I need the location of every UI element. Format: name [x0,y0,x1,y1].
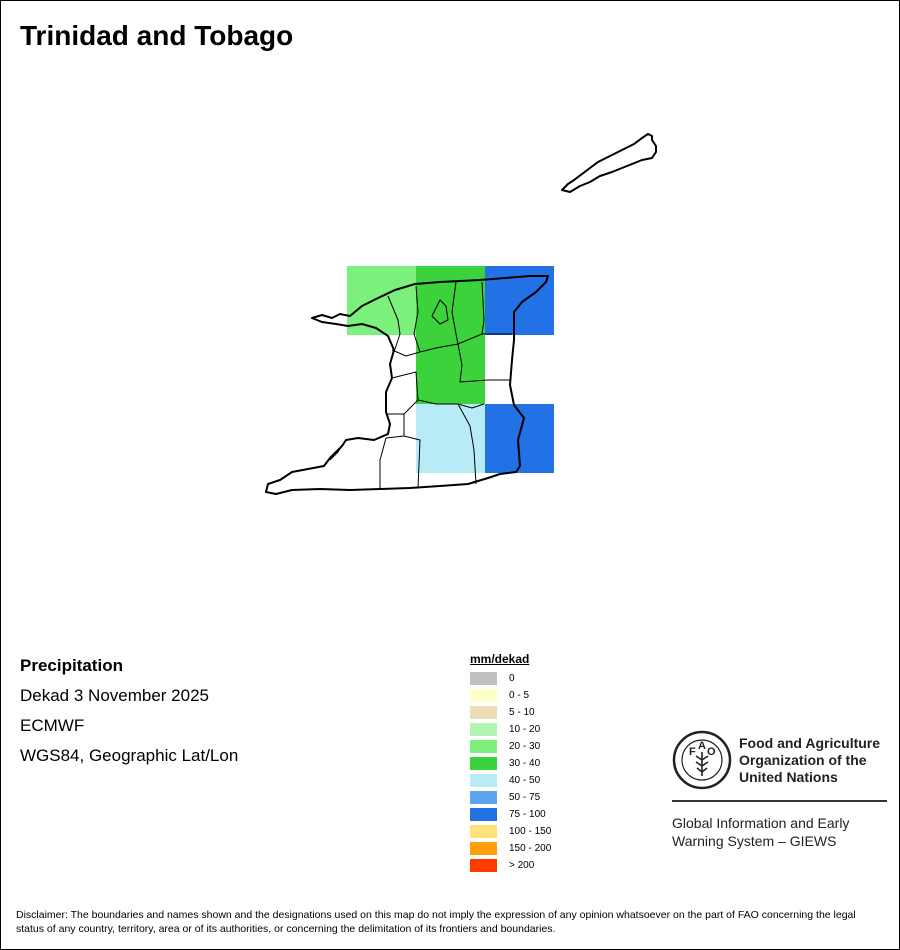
logo-divider [672,800,887,802]
legend-label: 150 - 200 [509,843,552,854]
legend-swatch [470,740,497,753]
district-line [387,295,401,353]
legend-label: 75 - 100 [509,809,546,820]
legend-label: > 200 [509,860,535,871]
legend-swatch [470,774,497,787]
legend-label: 0 - 5 [509,690,530,701]
legend-item: 75 - 100 [470,806,551,823]
legend-swatch [470,808,497,821]
tobago-outline [561,133,657,193]
legend-item: 50 - 75 [470,789,551,806]
legend-label: 100 - 150 [509,826,552,837]
svg-text:A: A [698,740,706,752]
district-line [451,281,459,345]
legend-item: 0 [470,670,551,687]
legend-item: 40 - 50 [470,772,551,789]
legend-item: 10 - 20 [470,721,551,738]
legend-label: 5 - 10 [509,707,535,718]
disclaimer-text: Disclaimer: The boundaries and names sho… [16,909,856,935]
giews-name: Global Information and Early Warning Sys… [672,814,849,850]
legend-swatch [470,706,497,719]
legend-swatch [470,859,497,872]
trinidad-outline [265,275,549,495]
variable-heading: Precipitation [20,656,123,675]
legend-label: 10 - 20 [509,724,541,735]
legend-swatch [470,842,497,855]
district-line [481,281,485,335]
legend-label: 50 - 75 [509,792,541,803]
precip-grid-cell [416,266,485,335]
district-line [457,403,477,485]
fao-org-line: Organization of the [739,752,867,768]
giews-line: Global Information and Early [672,815,850,831]
fao-emblem-icon: F A O [672,730,732,790]
legend-swatch [470,757,497,770]
legend-swatch [470,791,497,804]
legend-swatch [470,825,497,838]
legend-label: 0 [509,673,515,684]
legend-items: 0 0 - 5 5 - 10 10 - 20 20 - 30 30 - 40 40 - 50… [470,670,551,874]
legend-item: 150 - 200 [470,840,551,857]
projection-label: WGS84, Geographic Lat/Lon [20,746,239,765]
legend-item: > 200 [470,857,551,874]
map-title: Trinidad and Tobago [20,20,294,51]
district-line [457,343,510,383]
district-line [379,437,387,489]
model-label: ECMWF [20,716,85,735]
district-line [403,435,421,489]
legend-item: 30 - 40 [470,755,551,772]
legend-item: 5 - 10 [470,704,551,721]
svg-text:O: O [707,746,716,758]
legend-item: 0 - 5 [470,687,551,704]
legend: mm/dekad 0 0 - 5 5 - 10 10 - 20 20 - 30 30 - … [470,652,551,874]
giews-line: Warning System – GIEWS [672,833,837,849]
fao-org-name: Food and Agriculture Organization of the… [739,735,880,786]
legend-label: 30 - 40 [509,758,541,769]
legend-label: 20 - 30 [509,741,541,752]
country-outline [265,133,657,495]
legend-item: 20 - 30 [470,738,551,755]
fao-org-line: Food and Agriculture [739,735,881,751]
map-info: Precipitation Dekad 3 November 2025 ECMW… [20,656,238,776]
legend-label: 40 - 50 [509,775,541,786]
lake-outline [431,299,449,325]
period-label: Dekad 3 November 2025 [20,686,210,705]
legend-swatch [470,672,497,685]
legend-swatch [470,689,497,702]
fao-org-line: United Nations [739,769,838,785]
svg-text:F: F [689,746,696,758]
precipitation-grid [347,266,554,473]
district-line [329,439,347,461]
district-line [413,285,421,353]
precip-grid-cell [416,335,485,404]
legend-unit: mm/dekad [470,652,530,666]
district-boundaries [329,281,512,489]
legend-swatch [470,723,497,736]
precip-grid-cell [416,404,485,473]
legend-item: 100 - 150 [470,823,551,840]
